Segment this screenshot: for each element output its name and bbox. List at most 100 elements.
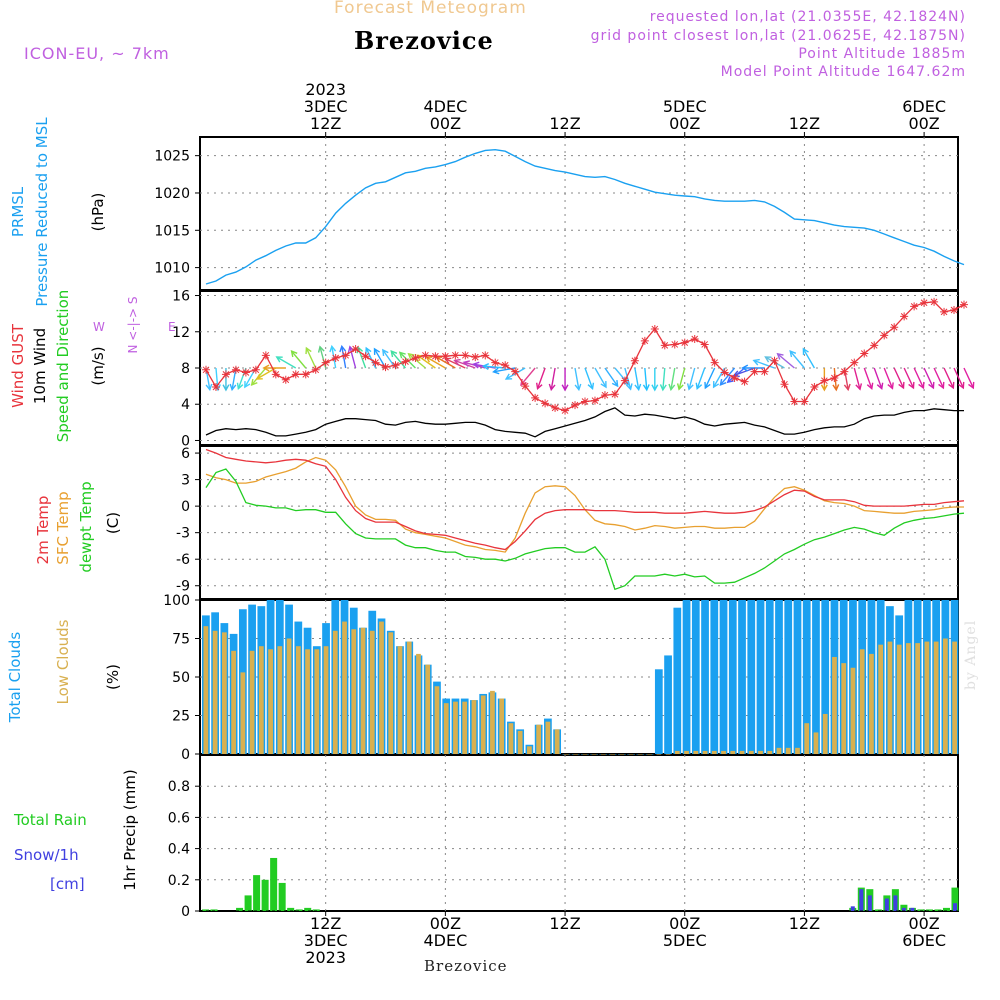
rain-bar bbox=[270, 857, 278, 911]
low-cloud-bar bbox=[231, 650, 236, 754]
gust-marker bbox=[960, 300, 968, 309]
point-altitude: Point Altitude 1885m bbox=[798, 46, 966, 62]
ytick-label: 100 bbox=[163, 593, 190, 609]
low-cloud-bar bbox=[822, 713, 828, 754]
compass-w: W bbox=[93, 320, 105, 334]
rain-bar bbox=[210, 909, 218, 911]
gust-marker bbox=[491, 358, 500, 367]
gust-marker bbox=[650, 325, 659, 334]
rain-bar bbox=[951, 887, 959, 911]
wind-ylabel: (m/s) bbox=[89, 346, 107, 385]
total-cloud-bar bbox=[738, 600, 746, 754]
wind-title-1: Wind GUST bbox=[9, 323, 27, 408]
wind-arrow-head bbox=[481, 363, 490, 370]
low-cloud-bar bbox=[869, 653, 874, 754]
gust-marker bbox=[920, 298, 929, 307]
wind-arrow bbox=[789, 350, 805, 369]
gust-marker bbox=[590, 396, 599, 405]
pressure-title-2: Pressure Reduced to MSL bbox=[33, 117, 51, 307]
gust-marker bbox=[770, 356, 779, 365]
total-cloud-bar bbox=[691, 600, 700, 754]
rain-bar bbox=[874, 909, 882, 911]
temp-ylabel: (C) bbox=[104, 512, 122, 534]
low-cloud-bar bbox=[517, 730, 523, 754]
low-cloud-bar bbox=[795, 747, 800, 754]
gust-marker bbox=[940, 307, 949, 316]
low-cloud-bar bbox=[369, 630, 375, 754]
low-cloud-bar bbox=[906, 643, 911, 754]
wind-arrow bbox=[536, 367, 546, 389]
wind-arrow bbox=[943, 367, 954, 389]
low-cloud-bar bbox=[490, 690, 495, 754]
wind-arrow-head bbox=[275, 356, 283, 363]
wind-arrow bbox=[696, 367, 706, 389]
low-cloud-bar bbox=[887, 641, 893, 754]
gust-marker bbox=[501, 361, 510, 370]
rain-bar bbox=[942, 907, 950, 911]
sfc-temp-line bbox=[205, 456, 964, 553]
gust-marker bbox=[600, 391, 609, 400]
wind-arrow-head bbox=[832, 384, 840, 392]
gust-marker bbox=[820, 376, 829, 385]
wind-arrow-head bbox=[764, 356, 772, 363]
snow-bar bbox=[884, 898, 889, 911]
wind-arrow-head bbox=[704, 381, 711, 390]
wind-arrow-head bbox=[651, 384, 659, 392]
time-label-bottom: 3DEC bbox=[304, 931, 348, 950]
wind-arrow bbox=[777, 353, 795, 369]
wind-arrow-head bbox=[425, 356, 433, 363]
ytick-label: 75 bbox=[172, 632, 190, 648]
low-cloud-bar bbox=[619, 754, 625, 755]
wind-arrow-head bbox=[732, 370, 740, 378]
gust-marker bbox=[211, 383, 220, 392]
total-cloud-bar bbox=[747, 600, 756, 754]
gridpoint-coords: grid point closest lon,lat (21.0625E, 42… bbox=[590, 28, 966, 44]
total-cloud-bar bbox=[821, 600, 830, 754]
low-cloud-bar bbox=[832, 656, 837, 754]
gust-marker bbox=[620, 376, 629, 385]
wind-speed-line bbox=[205, 407, 964, 438]
snow-bar bbox=[952, 903, 957, 911]
time-label-bottom: 12Z bbox=[789, 914, 820, 933]
gust-marker bbox=[750, 367, 759, 376]
wind-arrow-head bbox=[625, 383, 633, 391]
wind-arrow-head bbox=[373, 347, 381, 355]
wind-arrow bbox=[733, 367, 755, 377]
brand-title: Forecast Meteogram bbox=[334, 0, 527, 18]
wind-arrow-head bbox=[776, 352, 784, 360]
snow-bar bbox=[850, 906, 855, 911]
wind-arrow bbox=[853, 367, 861, 390]
wind-arrow-head bbox=[290, 350, 298, 358]
low-cloud-bar bbox=[859, 649, 865, 754]
low-cloud-bar bbox=[647, 754, 652, 755]
wind-arrow-head bbox=[887, 382, 894, 390]
gust-marker bbox=[660, 341, 669, 350]
low-cloud-bar bbox=[508, 723, 514, 754]
wind-arrow-head bbox=[205, 383, 213, 392]
low-cloud-bar bbox=[277, 646, 283, 754]
low-cloud-bar bbox=[896, 644, 902, 754]
gust-marker bbox=[860, 349, 869, 358]
gust-marker bbox=[700, 340, 709, 349]
gust-marker bbox=[850, 358, 859, 367]
low-cloud-bar bbox=[748, 750, 754, 754]
ytick-label: 1010 bbox=[154, 261, 190, 277]
low-cloud-bar bbox=[841, 663, 847, 754]
wind-arrow bbox=[963, 367, 974, 389]
gust-marker bbox=[411, 354, 420, 363]
pressure-ylabel: (hPa) bbox=[89, 193, 107, 232]
wind-arrow-head bbox=[548, 383, 556, 392]
wind-arrow-head bbox=[329, 344, 337, 353]
wind-arrow-head bbox=[390, 350, 398, 358]
gust-marker bbox=[311, 365, 320, 374]
gust-marker bbox=[481, 351, 490, 360]
low-cloud-bar bbox=[591, 754, 597, 755]
wind-arrow-head bbox=[938, 381, 945, 390]
cloud-title-1: Total Clouds bbox=[6, 632, 24, 724]
ytick-label: 0 bbox=[181, 747, 190, 763]
time-label-bottom: 12Z bbox=[310, 914, 341, 933]
low-cloud-bar bbox=[425, 664, 431, 754]
wind-arrow-head bbox=[855, 383, 863, 391]
pressure-line bbox=[205, 148, 965, 285]
temp-title-2: SFC Temp bbox=[54, 491, 72, 564]
